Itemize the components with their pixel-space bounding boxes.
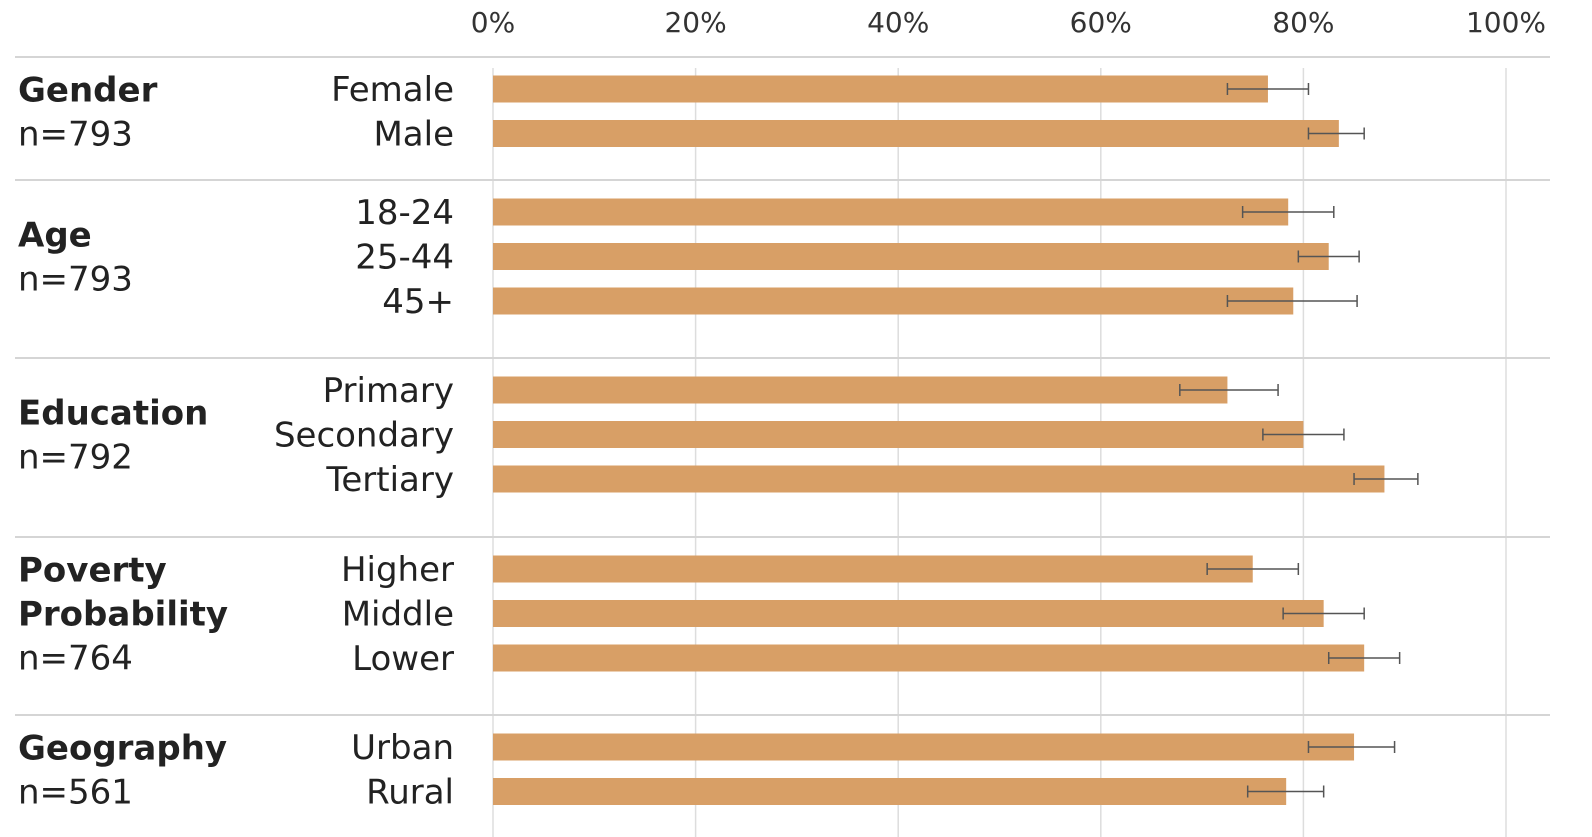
bar <box>493 75 1268 103</box>
group-sample-size: n=764 <box>18 639 133 679</box>
group-sample-size: n=792 <box>18 438 133 478</box>
x-tick-label: 0% <box>471 6 515 39</box>
category-label: Urban <box>351 728 454 768</box>
category-label: 25-44 <box>355 238 454 278</box>
bar <box>493 120 1339 147</box>
group-sample-size: n=561 <box>18 772 133 812</box>
labels: 0% 20% 40% 60% 80% 100%Gendern=793FemaleMaleA… <box>18 6 1546 813</box>
x-tick-label: 100% <box>1466 6 1546 39</box>
x-tick-label: 20% <box>664 6 726 39</box>
group-title: Geography <box>18 728 227 768</box>
bar <box>493 198 1289 226</box>
bar <box>493 733 1355 761</box>
group-title: Probability <box>18 595 228 635</box>
bar <box>493 778 1287 805</box>
gridlines <box>492 68 1507 837</box>
category-label: 18-24 <box>355 193 454 233</box>
category-label: 45+ <box>382 282 454 322</box>
bar <box>493 555 1253 583</box>
bar <box>493 243 1329 270</box>
group-title: Gender <box>18 70 158 110</box>
group-separators <box>15 56 1550 716</box>
group-title: Age <box>18 216 92 256</box>
category-label: Primary <box>323 371 454 411</box>
bar <box>493 465 1385 493</box>
group-sample-size: n=793 <box>18 260 133 300</box>
bar <box>493 287 1294 315</box>
x-tick-label: 80% <box>1272 6 1334 39</box>
bar <box>493 421 1304 448</box>
group-sample-size: n=793 <box>18 114 133 154</box>
category-label: Male <box>373 115 454 155</box>
bar <box>493 376 1228 404</box>
category-label: Higher <box>341 550 454 590</box>
category-label: Tertiary <box>325 460 454 500</box>
category-label: Female <box>331 70 454 110</box>
bar <box>493 644 1365 672</box>
bar <box>493 600 1324 627</box>
category-label: Middle <box>342 595 454 635</box>
group-title: Poverty <box>18 551 167 591</box>
category-label: Rural <box>366 773 454 813</box>
category-label: Secondary <box>274 416 454 456</box>
error-bars <box>1179 83 1419 798</box>
category-label: Lower <box>352 639 454 679</box>
bars <box>493 75 1385 805</box>
x-tick-label: 40% <box>867 6 929 39</box>
group-title: Education <box>18 394 208 434</box>
x-tick-label: 60% <box>1070 6 1132 39</box>
